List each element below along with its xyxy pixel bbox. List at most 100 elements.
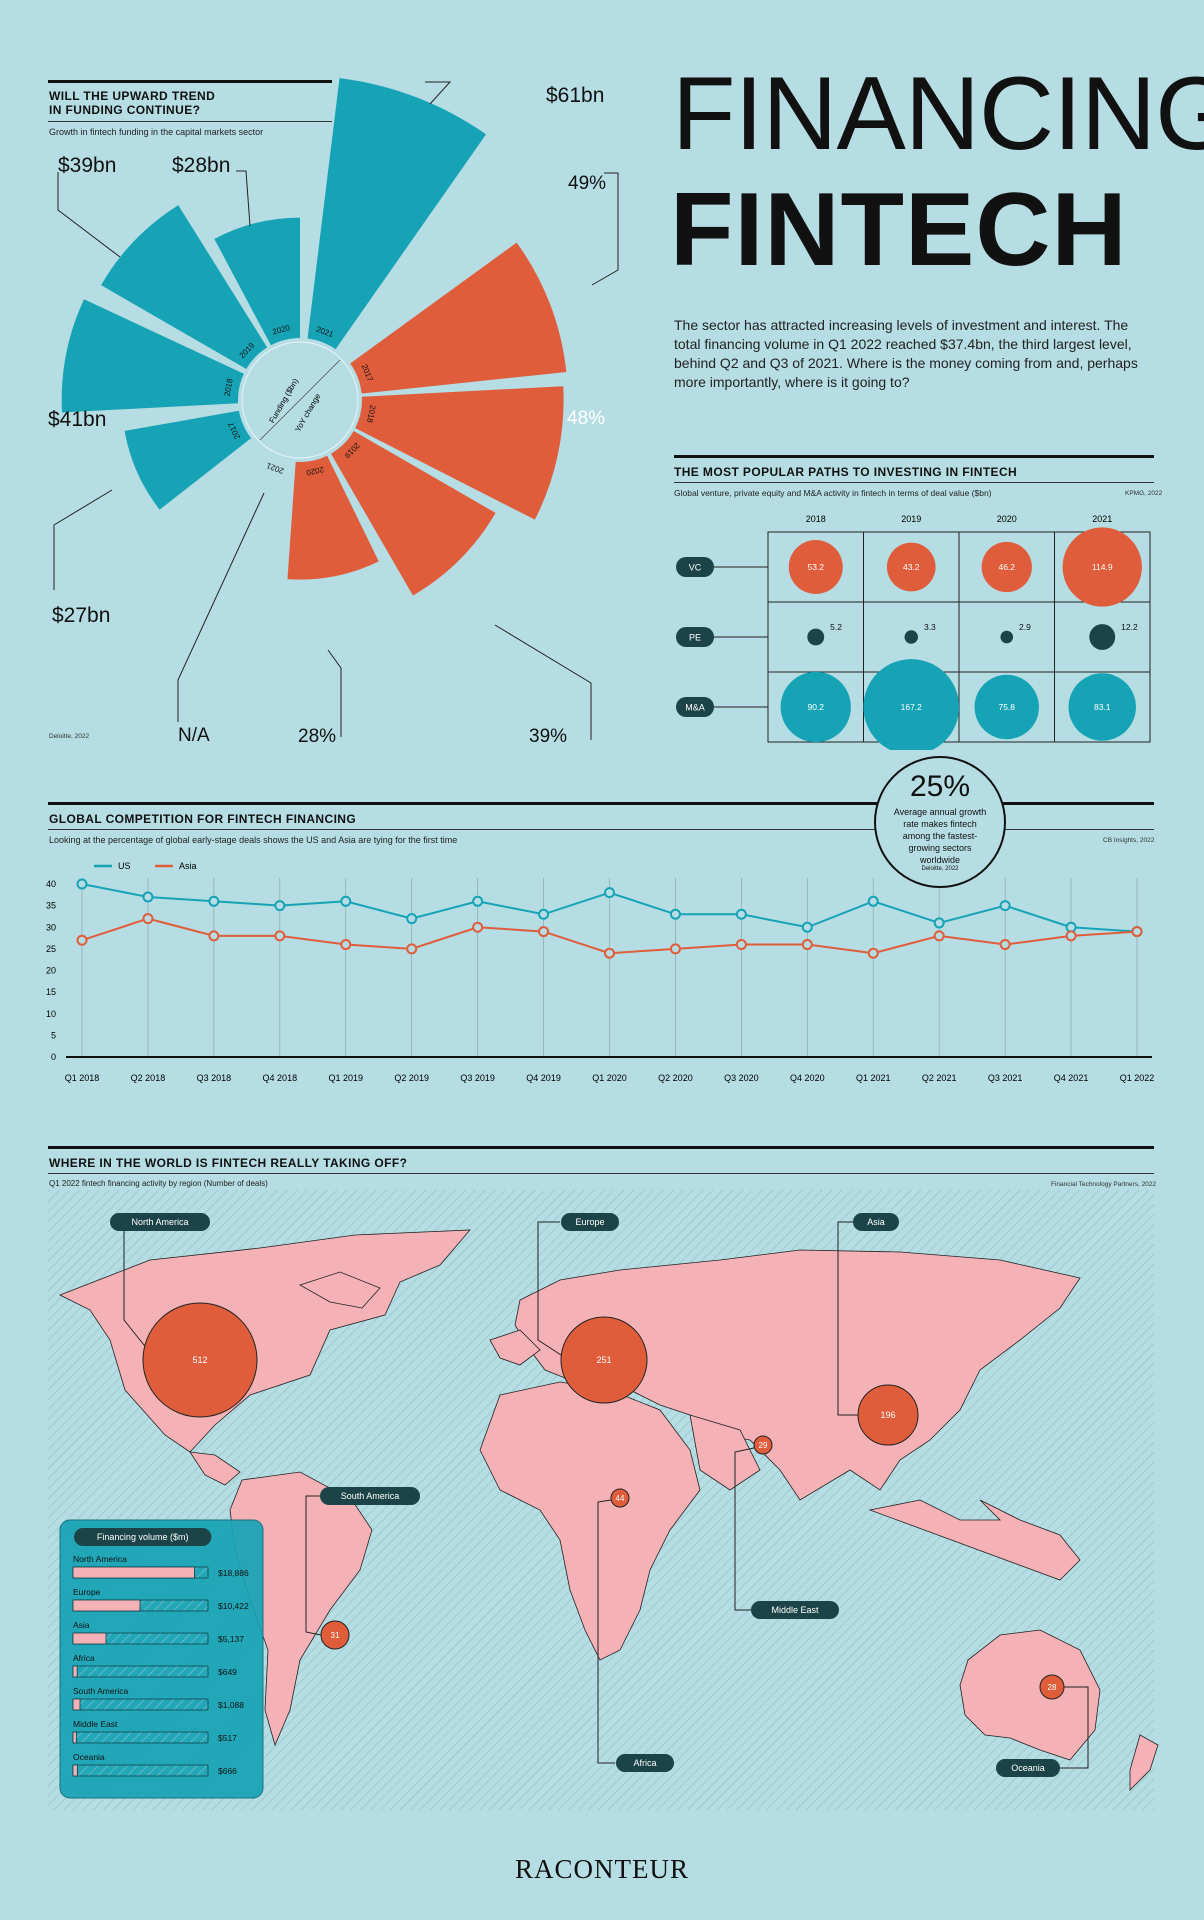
leader-africa: [597, 1499, 615, 1764]
bubble-M&A-2021: [1068, 673, 1136, 741]
volume-value-africa: $649: [218, 1667, 237, 1677]
financing-panel-bg: [59, 1519, 264, 1799]
section3-subheading: Looking at the percentage of global earl…: [49, 835, 458, 845]
funding-wedge-2019: [101, 205, 268, 369]
section4-rule: [48, 1146, 1154, 1149]
bubble-year-2018: 2018: [806, 514, 826, 524]
legend-us-label: US: [118, 861, 131, 871]
y-tick-10: 10: [46, 1009, 56, 1019]
deals-value-north-america: 512: [192, 1355, 207, 1365]
bubble-PE-2018: [807, 628, 825, 646]
x-tick-Q2-2018: Q2 2018: [131, 1073, 166, 1083]
region-pill-oceania: [996, 1759, 1060, 1777]
financing-volume-panel: Financing volume ($m) North America $18,88…: [59, 1519, 264, 1799]
volume-track-middle-east: [72, 1731, 209, 1744]
island-uk: [489, 1329, 541, 1366]
x-tick-Q4-2021: Q4 2021: [1054, 1073, 1089, 1083]
volume-name-north-america: North America: [73, 1554, 127, 1564]
section4-heading: WHERE IN THE WORLD IS FINTECH REALLY TAK…: [49, 1156, 408, 1170]
bubble-label-VC-2021: 114.9: [1092, 562, 1113, 572]
financing-panel-title-pill: [74, 1528, 212, 1546]
point-US-Q3-2018: [208, 895, 220, 907]
leader-middle-east: [734, 1447, 760, 1611]
continent-australia: [959, 1629, 1101, 1761]
bubble-label-M&A-2019: 167.2: [901, 702, 923, 712]
section4-source: Financial Technology Partners, 2022: [1051, 1181, 1157, 1188]
y-tick-40: 40: [46, 879, 56, 889]
bubble-label-VC-2019: 43.2: [903, 562, 920, 572]
x-tick-Q2-2020: Q2 2020: [658, 1073, 693, 1083]
point-US-Q4-2018: [274, 900, 286, 912]
section4-subheading: Q1 2022 fintech financing activity by re…: [49, 1179, 268, 1188]
section3-thin-rule: [48, 829, 1154, 830]
point-Asia-Q4-2019: [538, 926, 550, 938]
x-tick-Q2-2019: Q2 2019: [394, 1073, 429, 1083]
point-US-Q3-2021: [999, 900, 1011, 912]
bubble-label-VC-2018: 53.2: [807, 562, 824, 572]
financing-panel-title: Financing volume ($m): [97, 1532, 189, 1542]
bubble-label-PE-2020: 2.9: [1019, 622, 1031, 632]
deals-bubble-africa: [610, 1488, 630, 1508]
region-label-north-america: North America: [131, 1217, 188, 1227]
y-tick-30: 30: [46, 922, 56, 932]
region-label-oceania: Oceania: [1011, 1763, 1045, 1773]
x-tick-Q1-2019: Q1 2019: [328, 1073, 363, 1083]
funding-label-2018: $41bn: [48, 408, 106, 431]
x-tick-Q4-2019: Q4 2019: [526, 1073, 561, 1083]
bubble-row-pill-PE: [676, 627, 714, 647]
bubble-label-PE-2021: 12.2: [1121, 622, 1138, 632]
deals-bubble-asia: [857, 1384, 919, 1446]
region-label-middle-east: Middle East: [771, 1605, 819, 1615]
point-Asia-Q2-2018: [142, 913, 154, 925]
funding-wedge-2018: [61, 299, 244, 413]
volume-value-europe: $10,422: [218, 1601, 249, 1611]
section2-thin-rule: [674, 482, 1154, 483]
section4-thin-rule: [48, 1173, 1154, 1174]
page-title-line1: FINANCING: [672, 56, 1204, 172]
region-pill-europe: [561, 1213, 619, 1231]
section3-rule: [48, 802, 1154, 805]
point-US-Q1-2019: [340, 895, 352, 907]
bubble-row-pill-M&A: [676, 697, 714, 717]
bubble-PE-2019: [904, 630, 918, 644]
bubble-label-PE-2019: 3.3: [924, 622, 936, 632]
y-tick-35: 35: [46, 901, 56, 911]
point-US-Q1-2018: [76, 878, 88, 890]
point-Asia-Q1-2021: [867, 947, 879, 959]
y-tick-15: 15: [46, 987, 56, 997]
bubble-VC-2021: [1062, 527, 1142, 607]
bubble-VC-2019: [886, 542, 936, 592]
bubble-grid-chart: 2018 2019 2020 2021 VC 53.2 43.2 46.2 114.9 PE 5.2…: [676, 514, 1151, 750]
yoy-label-2021: N/A: [178, 725, 210, 746]
point-Asia-Q3-2020: [735, 939, 747, 951]
volume-track-oceania: [72, 1764, 209, 1777]
point-Asia-Q3-2018: [208, 930, 220, 942]
radial-center-divider: [259, 359, 341, 441]
leader-2019: [57, 172, 121, 258]
point-Asia-Q4-2020: [801, 939, 813, 951]
funding-label-2020: $28bn: [172, 154, 230, 177]
bubble-M&A-2019: [863, 659, 960, 750]
section2-rule: [674, 455, 1154, 458]
bubble-label-M&A-2021: 83.1: [1094, 702, 1111, 712]
funding-year-label-2018: 2018: [223, 377, 235, 397]
section1-source: Deloitte, 2022: [49, 733, 90, 740]
x-tick-Q1-2018: Q1 2018: [65, 1073, 100, 1083]
volume-value-north-america: $18,886: [218, 1568, 249, 1578]
x-tick-Q4-2020: Q4 2020: [790, 1073, 825, 1083]
point-Asia-Q3-2019: [472, 921, 484, 933]
section2-heading: THE MOST POPULAR PATHS TO INVESTING IN F…: [674, 465, 1018, 479]
growth-callout: 25% Average annual growth rate makes fint…: [874, 756, 1006, 888]
yoy-wedge-2017: [350, 242, 567, 394]
x-tick-Q4-2018: Q4 2018: [263, 1073, 298, 1083]
volume-name-south-america: South America: [73, 1686, 129, 1696]
volume-value-asia: $5,137: [218, 1634, 244, 1644]
yoy-label-2018: 48%: [567, 408, 605, 429]
funding-wedge-2021: [307, 78, 487, 350]
yoy-label-2020: 28%: [298, 726, 336, 747]
bubble-PE-2020: [1000, 630, 1014, 644]
point-Asia-Q1-2018: [76, 934, 88, 946]
volume-name-oceania: Oceania: [73, 1752, 105, 1762]
bubble-M&A-2018: [780, 671, 851, 743]
